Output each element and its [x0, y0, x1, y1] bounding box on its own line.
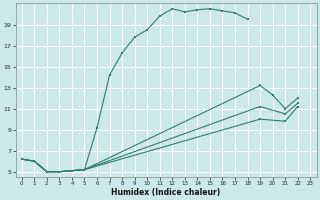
X-axis label: Humidex (Indice chaleur): Humidex (Indice chaleur): [111, 188, 221, 197]
